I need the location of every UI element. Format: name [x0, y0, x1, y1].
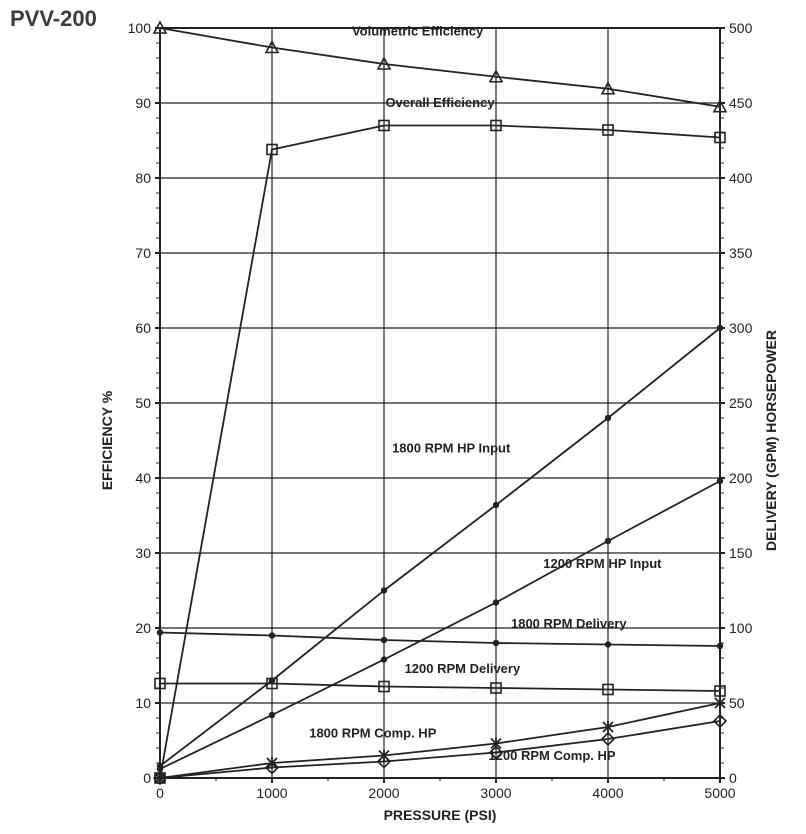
y-left-tick-label: 60 [135, 320, 151, 336]
y-left-tick-label: 50 [135, 395, 151, 411]
series-label: 1200 RPM Comp. HP [488, 748, 615, 763]
series-label: 1800 RPM Delivery [511, 616, 627, 631]
y-right-tick-label: 250 [729, 395, 753, 411]
series-label: Volumetric Efficiency [352, 24, 484, 39]
x-tick-label: 1000 [256, 785, 287, 801]
y-left-tick-label: 10 [135, 695, 151, 711]
y-left-axis-label: EFFICIENCY % [99, 390, 115, 490]
y-right-tick-label: 400 [729, 170, 753, 186]
y-left-tick-label: 30 [135, 545, 151, 561]
x-tick-label: 0 [156, 785, 164, 801]
y-left-tick-label: 0 [143, 770, 151, 786]
x-axis-label: PRESSURE (PSI) [384, 807, 497, 823]
y-right-tick-label: 200 [729, 470, 753, 486]
chart-container: PVV-200010002000300040005000010203040506… [0, 0, 806, 834]
y-left-tick-label: 90 [135, 95, 151, 111]
y-right-tick-label: 0 [729, 770, 737, 786]
y-right-tick-label: 50 [729, 695, 745, 711]
y-right-axis-label: DELIVERY (GPM) HORSEPOWER [763, 330, 779, 551]
y-left-tick-label: 80 [135, 170, 151, 186]
y-left-tick-label: 40 [135, 470, 151, 486]
performance-chart: PVV-200010002000300040005000010203040506… [0, 0, 806, 834]
page-title: PVV-200 [10, 6, 97, 31]
series-label: 1200 RPM Delivery [405, 661, 521, 676]
y-right-tick-label: 450 [729, 95, 753, 111]
y-right-tick-label: 100 [729, 620, 753, 636]
series-label: 1200 RPM HP Input [543, 556, 662, 571]
y-right-tick-label: 350 [729, 245, 753, 261]
x-tick-label: 5000 [704, 785, 735, 801]
series-label: 1800 RPM HP Input [392, 441, 511, 456]
series-label: 1800 RPM Comp. HP [309, 726, 436, 741]
y-right-tick-label: 500 [729, 20, 753, 36]
y-right-tick-label: 150 [729, 545, 753, 561]
x-tick-label: 2000 [368, 785, 399, 801]
y-left-tick-label: 20 [135, 620, 151, 636]
series-label: Overall Efficiency [385, 95, 495, 110]
y-left-tick-label: 100 [128, 20, 152, 36]
x-tick-label: 4000 [592, 785, 623, 801]
x-tick-label: 3000 [480, 785, 511, 801]
y-left-tick-label: 70 [135, 245, 151, 261]
y-right-tick-label: 300 [729, 320, 753, 336]
